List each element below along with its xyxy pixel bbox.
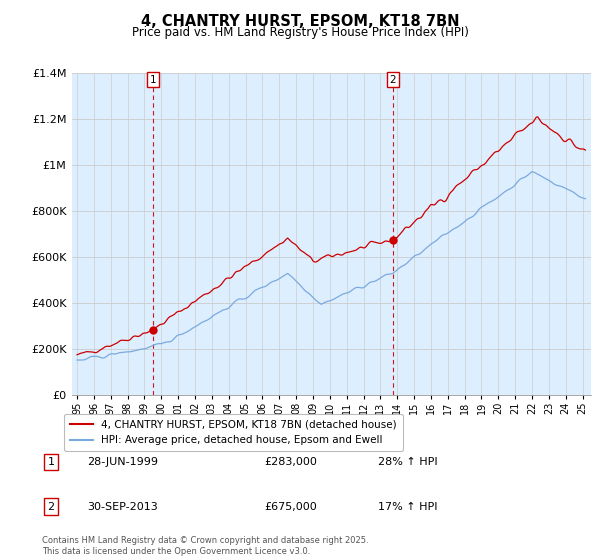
Legend: 4, CHANTRY HURST, EPSOM, KT18 7BN (detached house), HPI: Average price, detached: 4, CHANTRY HURST, EPSOM, KT18 7BN (detac… bbox=[64, 414, 403, 451]
Text: 1: 1 bbox=[47, 457, 55, 467]
Text: 28% ↑ HPI: 28% ↑ HPI bbox=[378, 457, 437, 467]
Text: 4, CHANTRY HURST, EPSOM, KT18 7BN: 4, CHANTRY HURST, EPSOM, KT18 7BN bbox=[141, 14, 459, 29]
Text: 2: 2 bbox=[47, 502, 55, 512]
Text: 17% ↑ HPI: 17% ↑ HPI bbox=[378, 502, 437, 512]
Text: Price paid vs. HM Land Registry's House Price Index (HPI): Price paid vs. HM Land Registry's House … bbox=[131, 26, 469, 39]
Text: 28-JUN-1999: 28-JUN-1999 bbox=[87, 457, 158, 467]
Text: £675,000: £675,000 bbox=[264, 502, 317, 512]
Text: 2: 2 bbox=[389, 74, 397, 85]
Text: Contains HM Land Registry data © Crown copyright and database right 2025.
This d: Contains HM Land Registry data © Crown c… bbox=[42, 536, 368, 556]
Text: 30-SEP-2013: 30-SEP-2013 bbox=[87, 502, 158, 512]
Text: £283,000: £283,000 bbox=[264, 457, 317, 467]
Text: 1: 1 bbox=[149, 74, 156, 85]
